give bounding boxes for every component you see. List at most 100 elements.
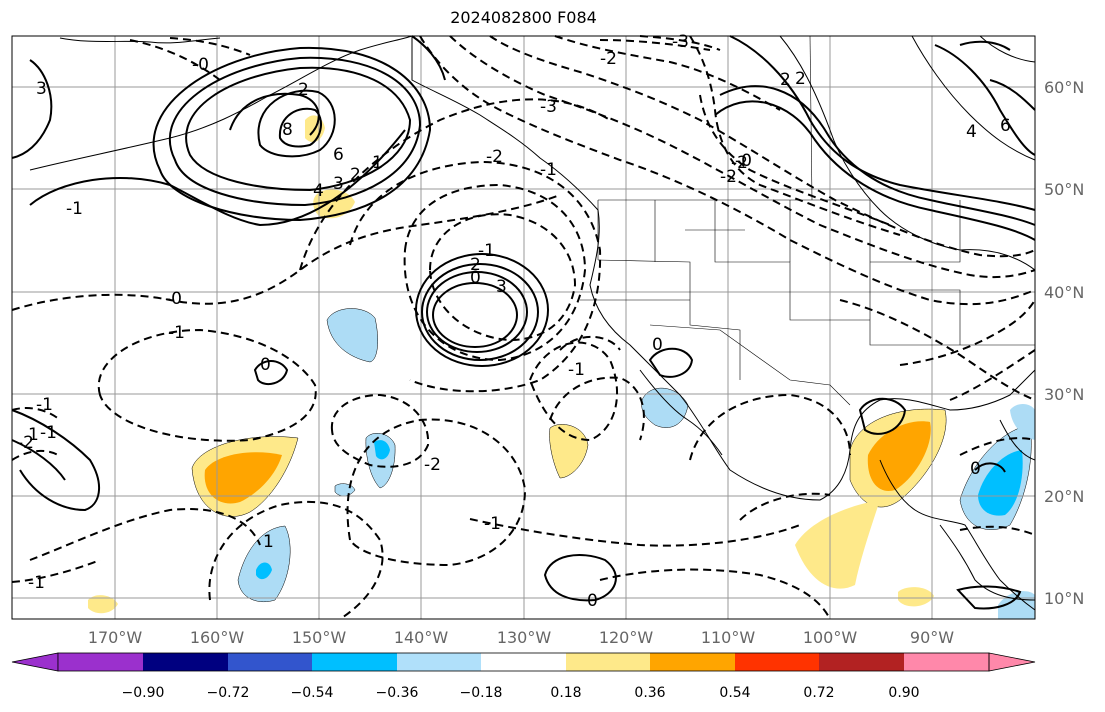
contour-label: 3 — [333, 174, 344, 194]
map-panel: -0 3 -3 -2 -2 -3 2 8 6 4 3 2 1 -1 -1 -2 … — [11, 32, 1036, 620]
colorbar-tick-label: −0.72 — [207, 685, 250, 701]
colorbar: −0.90 −0.72 −0.54 −0.36 −0.18 0.18 0.36 … — [11, 652, 1036, 701]
colorbar-segment — [228, 653, 312, 671]
colorbar-extend-high — [988, 652, 1036, 672]
shade-negative-region — [326, 308, 378, 363]
lon-label: 140°W — [394, 628, 449, 647]
colorbar-segment — [904, 653, 989, 671]
lat-label: 30°N — [1044, 385, 1084, 404]
lon-label: 170°W — [88, 628, 143, 647]
colorbar-tick-label: −0.36 — [376, 685, 419, 701]
contour-label: -1 — [478, 241, 495, 261]
shade-positive-region — [313, 189, 355, 219]
contour-label: 0 — [970, 459, 981, 479]
contour-label: 0 — [652, 335, 663, 355]
colorbar-tick-label: −0.90 — [122, 685, 165, 701]
colorbar-tick-label: 0.72 — [803, 685, 834, 701]
colorbar-segment — [819, 653, 904, 671]
contour-label: -1 — [168, 323, 185, 343]
contour-label: 2 — [298, 80, 309, 100]
colorbar-tick-label: 0.18 — [550, 685, 581, 701]
colorbar-segment — [735, 653, 819, 671]
contour-label: 1 — [372, 153, 383, 173]
contour-label-group: -0 3 -3 -2 -2 -3 2 8 6 4 3 2 1 -1 -1 -2 … — [17, 32, 1011, 611]
contour-label: 6 — [333, 145, 344, 165]
map-frame — [11, 35, 1036, 620]
colorbar-tick-label: 0.54 — [719, 685, 750, 701]
contour-label: 2 — [350, 165, 361, 185]
shade-positive-region — [88, 595, 118, 614]
lon-label: 160°W — [190, 628, 245, 647]
chart-title: 2024082800 F084 — [450, 8, 597, 27]
shaded-regions — [88, 115, 1035, 619]
contour-label: -2 — [424, 455, 441, 475]
shade-negative-region — [1010, 404, 1035, 440]
contour-label: 2 — [470, 255, 481, 275]
contour-label: 0 — [470, 268, 481, 288]
colorbar-tick-label: −0.18 — [460, 685, 503, 701]
contour-label: -2 — [731, 153, 748, 173]
colorbar-extend-low — [11, 652, 59, 672]
contour-label: -1 — [540, 160, 557, 180]
colorbar-segment — [481, 653, 566, 671]
colorbar-segment — [58, 653, 143, 671]
lon-label: 100°W — [803, 628, 858, 647]
lon-label: 130°W — [497, 628, 552, 647]
contour-label: 3 — [496, 277, 507, 297]
contour-label: -1 — [36, 395, 53, 415]
contour-label: 0 — [260, 355, 271, 375]
colorbar-segment — [143, 653, 228, 671]
contour-label: -2 — [600, 49, 617, 69]
shade-positive-region — [898, 587, 934, 607]
contour-label: 1 — [28, 425, 39, 445]
contour-label: -3 — [672, 32, 689, 52]
contour-label: 4 — [966, 122, 977, 142]
colorbar-frame — [57, 652, 990, 672]
shade-negative-core — [374, 440, 390, 460]
lon-label: 120°W — [599, 628, 654, 647]
contour-label: 2 — [795, 69, 806, 89]
contour-label: 6 — [1000, 116, 1011, 136]
shade-positive-core — [867, 421, 931, 491]
contour-label: -0 — [735, 151, 752, 171]
contour-label: -3 — [540, 97, 557, 117]
lat-label: 60°N — [1044, 78, 1084, 97]
lat-label: 10°N — [1044, 589, 1084, 608]
contour-label: -1 — [40, 423, 57, 443]
contours-negative — [11, 35, 1036, 620]
shade-positive-region — [549, 424, 589, 479]
colorbar-segment — [312, 653, 397, 671]
contour-label: -2 — [486, 147, 503, 167]
lon-label: 150°W — [292, 628, 347, 647]
lon-label: 90°W — [910, 628, 954, 647]
shade-positive-core — [204, 452, 282, 504]
colorbar-tick-label: 0.90 — [888, 685, 919, 701]
contour-label: -0 — [192, 55, 209, 75]
colorbar-segment — [397, 653, 481, 671]
lat-label: 20°N — [1044, 487, 1084, 506]
contour-label: 8 — [282, 120, 293, 140]
contour-label: -2 — [17, 433, 34, 453]
contour-label: -1 — [568, 360, 585, 380]
contour-label: -0 — [165, 289, 182, 309]
lat-label: 50°N — [1044, 180, 1084, 199]
lon-label: 110°W — [701, 628, 756, 647]
shade-negative-core — [256, 562, 272, 580]
longitude-labels: 170°W 160°W 150°W 140°W 130°W 120°W 110°… — [88, 628, 954, 647]
contour-label: 4 — [313, 181, 324, 201]
contour-label: -1 — [66, 199, 83, 219]
contour-label: 0 — [587, 591, 598, 611]
shade-positive-region — [795, 500, 880, 589]
colorbar-segment — [650, 653, 735, 671]
contour-label: 1 — [263, 532, 274, 552]
colorbar-tick-label: −0.54 — [291, 685, 334, 701]
contour-label: 3 — [36, 79, 47, 99]
colorbar-segment — [566, 653, 650, 671]
contour-label: 2 — [780, 70, 791, 90]
lat-label: 40°N — [1044, 283, 1084, 302]
contour-label: -2 — [720, 167, 737, 187]
contour-label: -1 — [28, 573, 45, 593]
contour-label: -1 — [484, 514, 501, 534]
colorbar-tick-label: 0.36 — [634, 685, 665, 701]
